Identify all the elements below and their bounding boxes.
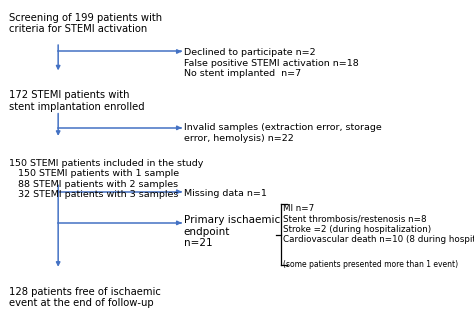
Text: Declined to participate n=2
False positive STEMI activation n=18
No stent implan: Declined to participate n=2 False positi…	[183, 48, 358, 78]
Text: Primary ischaemic
endpoint
n=21: Primary ischaemic endpoint n=21	[183, 215, 280, 248]
Text: MI n=7
Stent thrombosis/restenosis n=8
Stroke =2 (during hospitalization)
Cardio: MI n=7 Stent thrombosis/restenosis n=8 S…	[283, 204, 474, 245]
Text: 150 STEMI patients included in the study
   150 STEMI patients with 1 sample
   : 150 STEMI patients included in the study…	[9, 159, 204, 199]
Text: 172 STEMI patients with
stent implantation enrolled: 172 STEMI patients with stent implantati…	[9, 90, 145, 112]
Text: Missing data n=1: Missing data n=1	[183, 189, 266, 197]
Text: Invalid samples (extraction error, storage
error, hemolysis) n=22: Invalid samples (extraction error, stora…	[183, 123, 381, 142]
Text: (some patients presented more than 1 event): (some patients presented more than 1 eve…	[283, 260, 458, 269]
Text: 128 patients free of ischaemic
event at the end of follow-up: 128 patients free of ischaemic event at …	[9, 287, 161, 308]
Text: Screening of 199 patients with
criteria for STEMI activation: Screening of 199 patients with criteria …	[9, 12, 163, 34]
